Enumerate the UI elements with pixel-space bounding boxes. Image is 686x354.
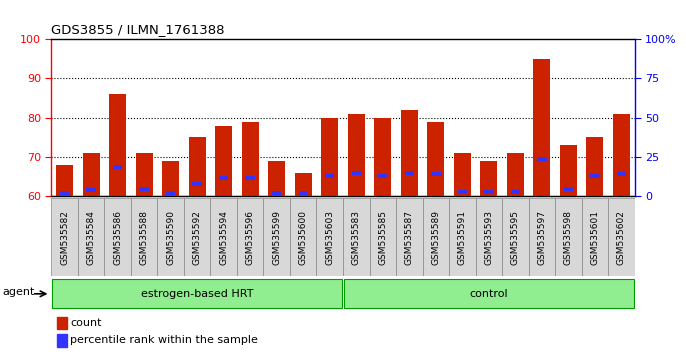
Text: GSM535592: GSM535592 — [193, 210, 202, 265]
Bar — [316, 198, 343, 276]
Text: GSM535584: GSM535584 — [86, 210, 96, 265]
Bar — [294, 173, 312, 196]
Bar — [263, 198, 290, 276]
Bar — [586, 137, 604, 196]
Bar — [325, 174, 335, 178]
Bar — [237, 198, 263, 276]
Bar — [396, 198, 423, 276]
Text: GSM535603: GSM535603 — [325, 210, 334, 265]
Bar — [528, 198, 555, 276]
Text: GSM535597: GSM535597 — [537, 210, 546, 265]
Bar — [162, 161, 179, 196]
Bar — [555, 198, 582, 276]
Text: GSM535602: GSM535602 — [617, 210, 626, 265]
Bar — [560, 145, 577, 196]
Bar — [139, 187, 149, 190]
Bar — [109, 94, 126, 196]
Bar — [374, 118, 392, 196]
Bar — [401, 110, 418, 196]
Bar — [241, 122, 259, 196]
Bar — [608, 198, 635, 276]
Bar — [272, 192, 281, 195]
Bar — [475, 198, 502, 276]
Bar — [57, 316, 67, 329]
Text: GSM535591: GSM535591 — [458, 210, 466, 265]
Bar — [537, 157, 547, 161]
Bar — [453, 153, 471, 196]
Bar — [51, 198, 78, 276]
Bar — [617, 172, 626, 176]
Bar — [370, 198, 396, 276]
Bar — [533, 59, 550, 196]
Bar — [57, 334, 67, 347]
Bar — [60, 192, 69, 195]
Bar — [343, 198, 370, 276]
Bar — [507, 153, 524, 196]
Bar — [405, 171, 414, 175]
Text: GSM535585: GSM535585 — [378, 210, 388, 265]
Text: GSM535596: GSM535596 — [246, 210, 255, 265]
Bar — [219, 176, 228, 179]
Bar — [351, 171, 361, 175]
Text: GSM535583: GSM535583 — [352, 210, 361, 265]
Bar — [113, 165, 122, 169]
Bar — [458, 190, 467, 194]
Bar — [290, 198, 316, 276]
Text: GSM535598: GSM535598 — [564, 210, 573, 265]
Bar — [56, 165, 73, 196]
Bar — [298, 192, 308, 195]
Bar — [189, 137, 206, 196]
Bar — [215, 126, 233, 196]
Text: control: control — [469, 289, 508, 299]
Text: GSM535586: GSM535586 — [113, 210, 122, 265]
Bar — [423, 198, 449, 276]
Text: GDS3855 / ILMN_1761388: GDS3855 / ILMN_1761388 — [51, 23, 225, 36]
Text: GSM535590: GSM535590 — [166, 210, 175, 265]
Text: GSM535589: GSM535589 — [431, 210, 440, 265]
Bar — [268, 161, 285, 196]
Bar — [78, 198, 104, 276]
Text: agent: agent — [3, 287, 35, 297]
Text: GSM535582: GSM535582 — [60, 210, 69, 265]
Bar — [427, 122, 445, 196]
Text: GSM535600: GSM535600 — [298, 210, 308, 265]
Bar — [431, 172, 440, 176]
Text: GSM535587: GSM535587 — [405, 210, 414, 265]
Bar — [484, 190, 493, 194]
Bar — [613, 114, 630, 196]
Bar — [502, 198, 528, 276]
Bar — [378, 174, 388, 178]
Text: estrogen-based HRT: estrogen-based HRT — [141, 289, 253, 299]
Bar — [158, 198, 184, 276]
Bar — [480, 161, 497, 196]
Bar — [82, 153, 100, 196]
Bar — [510, 190, 520, 194]
Bar — [166, 192, 176, 195]
Bar — [246, 176, 255, 179]
Bar — [136, 153, 153, 196]
Bar — [131, 198, 158, 276]
Text: GSM535595: GSM535595 — [511, 210, 520, 265]
Bar — [321, 118, 338, 196]
Bar — [211, 198, 237, 276]
Bar — [449, 198, 475, 276]
Bar — [344, 280, 634, 308]
Bar — [590, 174, 600, 178]
Bar — [52, 280, 342, 308]
Bar — [193, 182, 202, 186]
Text: percentile rank within the sample: percentile rank within the sample — [71, 335, 258, 346]
Bar — [564, 187, 573, 190]
Text: GSM535601: GSM535601 — [590, 210, 600, 265]
Bar — [104, 198, 131, 276]
Bar — [184, 198, 211, 276]
Text: GSM535593: GSM535593 — [484, 210, 493, 265]
Text: GSM535594: GSM535594 — [220, 210, 228, 265]
Bar — [582, 198, 608, 276]
Bar — [348, 114, 365, 196]
Bar — [86, 188, 96, 192]
Text: count: count — [71, 318, 102, 328]
Text: GSM535588: GSM535588 — [140, 210, 149, 265]
Text: GSM535599: GSM535599 — [272, 210, 281, 265]
